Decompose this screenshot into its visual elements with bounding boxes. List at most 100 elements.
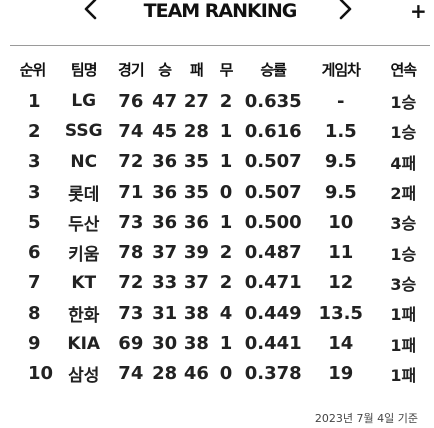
cell-team: 키움 <box>68 245 100 266</box>
cell-wins: 36 <box>152 211 178 233</box>
cell-draws: 1 <box>219 151 233 173</box>
table-row: 2 SSG 74 45 28 1 0.616 1.5 1승 <box>10 116 432 146</box>
cell-rank: 7 <box>28 272 41 294</box>
cell-games-behind: 10 <box>328 211 354 233</box>
cell-team: KIA <box>67 333 101 354</box>
cell-losses: 38 <box>183 333 209 355</box>
cell-draws: 2 <box>219 242 233 264</box>
cell-pct: 0.507 <box>244 181 302 203</box>
cell-losses: 36 <box>183 211 209 233</box>
cell-team: 롯데 <box>68 184 100 205</box>
column-header-games: 경기 <box>118 60 145 79</box>
cell-streak: 1패 <box>390 365 417 385</box>
cell-rank: 8 <box>28 302 41 324</box>
cell-pct: 0.487 <box>244 242 302 264</box>
cell-games-behind: 11 <box>328 242 354 264</box>
cell-draws: 4 <box>219 302 233 324</box>
cell-team: 두산 <box>68 214 100 235</box>
cell-games: 73 <box>118 211 144 233</box>
table-row: 5 두산 73 36 36 1 0.500 10 3승 <box>10 207 432 237</box>
cell-rank: 1 <box>28 90 41 112</box>
column-header-draws: 무 <box>219 60 234 79</box>
cell-streak: 1승 <box>390 93 417 113</box>
cell-pct: 0.635 <box>244 90 302 112</box>
cell-wins: 37 <box>152 242 178 264</box>
date-note: 2023년 7월 4일 기준 <box>314 412 418 425</box>
cell-wins: 45 <box>152 120 178 142</box>
cell-wins: 36 <box>152 181 178 203</box>
cell-losses: 35 <box>183 151 209 173</box>
cell-rank: 3 <box>28 181 41 203</box>
cell-rank: 6 <box>28 242 41 264</box>
cell-streak: 1승 <box>390 123 417 143</box>
cell-losses: 37 <box>183 272 209 294</box>
cell-games: 78 <box>118 242 144 264</box>
ranking-table: 순위 팀명 경기 승 패 무 승률 게임차 연속 1 LG 7 6 47 27 2… <box>10 52 432 389</box>
cell-rank: 10 <box>28 363 54 385</box>
cell-streak: 1패 <box>390 305 417 325</box>
table-row: 3 롯데 71 36 35 0 0.507 9.5 2패 <box>10 177 432 207</box>
cell-team: 한화 <box>68 305 100 326</box>
cell-losses: 39 <box>183 242 209 264</box>
cell-draws: 0 <box>219 363 233 385</box>
header-divider <box>10 45 430 46</box>
cell-losses: 27 <box>183 90 209 112</box>
cell-games: 74 <box>118 120 144 142</box>
table-header-row: 순위 팀명 경기 승 패 무 승률 게임차 연속 <box>10 52 432 86</box>
table-row: 9 KIA 69 30 38 1 0.441 14 1패 <box>10 328 432 358</box>
add-button[interactable]: + <box>410 0 427 23</box>
cell-streak: 2패 <box>390 184 417 204</box>
cell-losses: 46 <box>183 363 209 385</box>
cell-team: SSG <box>64 121 103 142</box>
table-row: 3 NC 72 36 35 1 0.507 9.5 4패 <box>10 147 432 177</box>
chevron-right-icon[interactable] <box>334 0 358 26</box>
column-header-games-behind: 게임차 <box>321 60 361 79</box>
cell-rank: 5 <box>28 211 41 233</box>
cell-games: 73 <box>118 302 144 324</box>
cell-draws: 1 <box>219 120 233 142</box>
table-row: 10 삼성 74 28 46 0 0.378 19 1패 <box>10 359 432 389</box>
column-header-pct: 승률 <box>260 60 287 79</box>
cell-streak: 3승 <box>390 214 417 234</box>
column-header-losses: 패 <box>189 60 204 79</box>
cell-wins: 33 <box>152 272 178 294</box>
page-title: TEAM RANKING <box>143 0 298 22</box>
table-row: 8 한화 73 31 38 4 0.449 13.5 1패 <box>10 298 432 328</box>
cell-streak: 3승 <box>390 274 417 294</box>
cell-rank: 9 <box>28 333 41 355</box>
column-header-wins: 승 <box>158 60 172 79</box>
cell-losses: 38 <box>183 302 209 324</box>
cell-games-behind: 9.5 <box>324 181 357 203</box>
table-row: 7 KT 72 33 37 2 0.471 12 3승 <box>10 268 432 298</box>
top-navigation-bar: TEAM RANKING + <box>0 0 434 28</box>
cell-rank: 2 <box>28 120 41 142</box>
cell-wins: 28 <box>152 363 178 385</box>
cell-games: 74 <box>118 363 144 385</box>
column-header-rank: 순위 <box>19 60 47 79</box>
cell-wins: 47 <box>152 90 178 112</box>
cell-pct: 0.378 <box>244 363 302 385</box>
cell-games-behind: 13.5 <box>318 302 363 324</box>
cell-games: 69 <box>118 333 144 355</box>
column-header-streak: 연속 <box>390 60 417 79</box>
cell-rank: 3 <box>28 151 41 173</box>
cell-draws: 1 <box>219 333 233 355</box>
cell-draws: 2 <box>219 272 233 294</box>
chevron-left-icon[interactable] <box>80 0 104 26</box>
cell-pct: 0.441 <box>244 333 302 355</box>
cell-streak: 1승 <box>390 244 417 264</box>
cell-pct: 0.616 <box>244 120 302 142</box>
cell-wins: 36 <box>152 151 178 173</box>
cell-team: LG <box>71 91 97 112</box>
cell-games-behind: 12 <box>328 272 354 294</box>
cell-games: 72 <box>118 151 144 173</box>
cell-team: 삼성 <box>68 366 100 387</box>
cell-streak: 1패 <box>390 335 417 355</box>
cell-games: 71 <box>118 181 144 203</box>
cell-wins: 30 <box>152 333 178 355</box>
cell-games-behind: - <box>337 90 345 112</box>
cell-team: KT <box>71 272 97 293</box>
column-header-team: 팀명 <box>70 60 98 79</box>
cell-losses: 35 <box>183 181 209 203</box>
cell-games: 72 <box>118 272 144 294</box>
